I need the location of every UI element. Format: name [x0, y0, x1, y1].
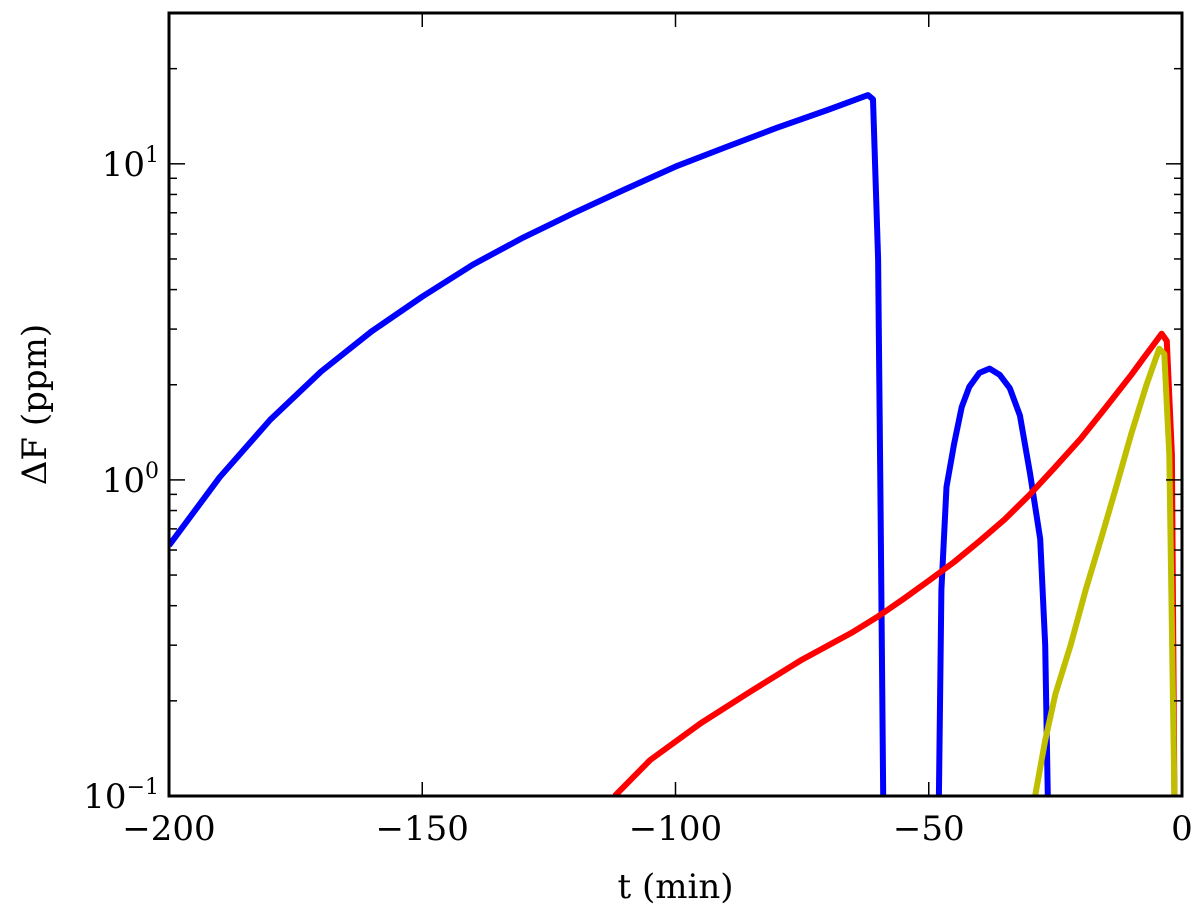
ticks-layer [168, 13, 1183, 797]
x-tick-label-3: −100 [629, 809, 722, 849]
series-layer [169, 92, 1178, 796]
x-axis-label: t (min) [617, 867, 733, 907]
x-tick-label-4: −50 [893, 809, 965, 849]
plot-frame [167, 11, 1184, 798]
y-tick-label-2: 100 [102, 459, 159, 501]
x-tick-label-1: −200 [122, 809, 215, 849]
x-tick-label-2: −150 [376, 809, 469, 849]
y-tick-label-3: 101 [102, 143, 159, 185]
series-1-line-1 [169, 92, 887, 796]
x-tick-label-5: 0 [1171, 809, 1193, 849]
series-2-line-1 [612, 330, 1178, 796]
y-tick-label-1: 10−1 [83, 775, 159, 817]
y-axis-label: ΔF (ppm) [15, 324, 55, 485]
series-3-line-1 [1032, 345, 1178, 796]
labels-layer: −200 −150 −100 −50 0 10−1 100 101 [83, 143, 1193, 849]
series-1-line-2 [935, 365, 1051, 796]
